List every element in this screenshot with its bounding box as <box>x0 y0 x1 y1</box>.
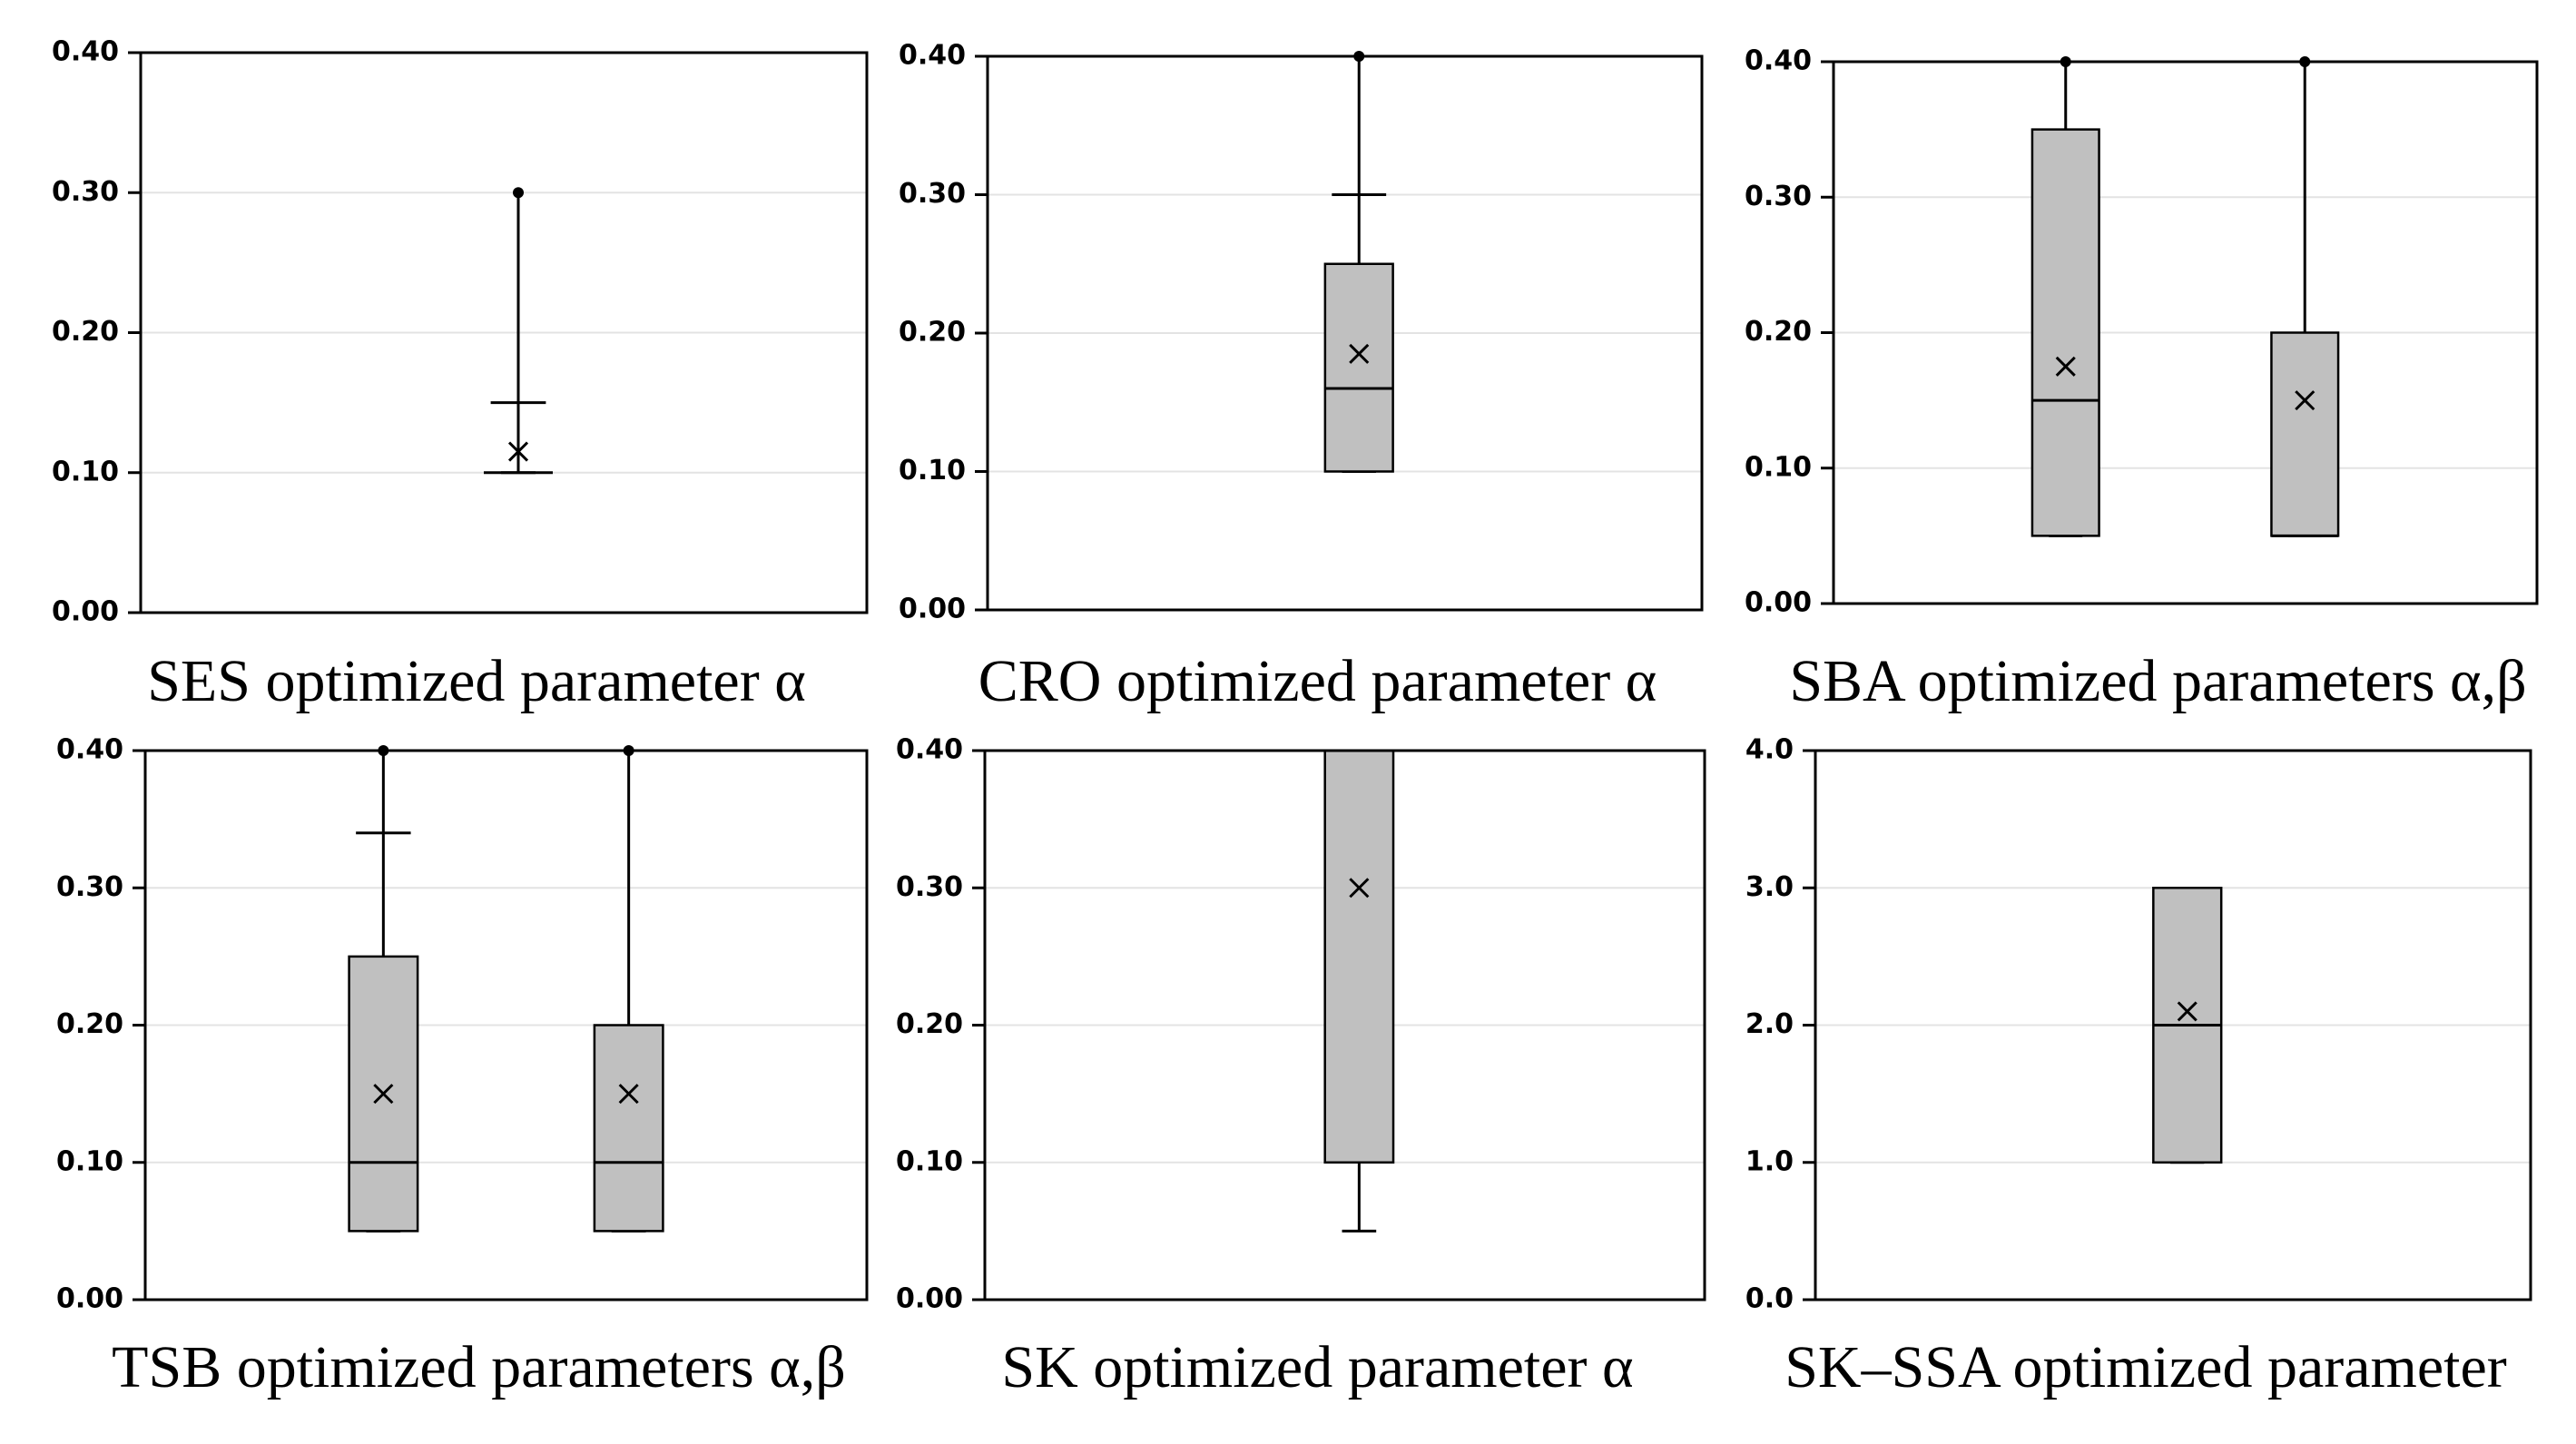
mean-marker <box>1349 878 1370 899</box>
y-tick-label: 0.20 <box>899 317 966 349</box>
max-point <box>1353 51 1365 62</box>
mean-marker <box>2055 356 2076 377</box>
y-tick-label: 0.00 <box>896 1283 963 1315</box>
y-tick-label: 0.40 <box>1745 45 1812 77</box>
box-plot <box>2030 56 2100 537</box>
mean-marker <box>618 1084 639 1105</box>
y-tick-label: 0.30 <box>56 871 123 903</box>
box-plot <box>593 745 664 1233</box>
box <box>593 1024 664 1233</box>
y-tick-label: 0.00 <box>56 1283 123 1315</box>
mean-marker <box>2177 1001 2197 1022</box>
box-plot <box>1323 749 1395 1233</box>
box <box>2270 331 2340 537</box>
max-point <box>513 187 524 199</box>
box-plot <box>1323 51 1394 473</box>
y-tick-label: 0.10 <box>56 1145 123 1177</box>
max-point <box>2299 56 2311 67</box>
mean-marker <box>1349 343 1370 364</box>
y-tick-label: 0.40 <box>899 40 966 72</box>
y-tick-label: 1.0 <box>1745 1145 1794 1177</box>
y-tick-label: 0.10 <box>1745 451 1812 483</box>
y-tick-label: 0.30 <box>896 871 963 903</box>
mean-marker <box>507 441 529 462</box>
y-tick-label: 0.00 <box>52 596 119 628</box>
plot-frame <box>143 749 869 1302</box>
y-tick-label: 0.30 <box>899 178 966 210</box>
chart-caption: CRO optimized parameter α <box>978 648 1657 714</box>
mean-stroke <box>2295 390 2315 411</box>
plot-frame <box>986 54 1704 612</box>
mean-stroke <box>2055 356 2076 377</box>
y-tick-label: 0.40 <box>52 36 119 68</box>
mean-stroke <box>2177 1001 2197 1022</box>
y-tick-label: 0.20 <box>896 1008 963 1040</box>
mean-stroke <box>373 1084 394 1105</box>
mean-stroke <box>507 441 529 462</box>
chart-caption: SBA optimized parameters α,β <box>1789 648 2526 714</box>
box <box>1323 262 1394 473</box>
y-tick-label: 4.0 <box>1745 734 1794 766</box>
y-tick-label: 0.10 <box>52 456 119 487</box>
max-point <box>2060 56 2071 67</box>
y-tick-label: 2.0 <box>1745 1008 1794 1040</box>
box-plot <box>348 745 419 1233</box>
box-plot <box>2152 887 2223 1164</box>
plot-frame <box>1832 60 2539 605</box>
max-point <box>378 745 389 756</box>
chart-caption: SK–SSA optimized parameter <box>1785 1334 2507 1400</box>
mean-stroke <box>618 1084 639 1105</box>
box <box>2030 128 2100 537</box>
y-tick-label: 0.30 <box>1745 181 1812 212</box>
mean-marker <box>2295 390 2315 411</box>
box <box>1323 749 1395 1164</box>
y-tick-label: 0.0 <box>1745 1283 1794 1315</box>
plot-frame <box>139 51 869 614</box>
max-point <box>623 745 634 756</box>
mean-marker <box>373 1084 394 1105</box>
y-tick-label: 0.00 <box>1745 587 1812 619</box>
y-tick-label: 0.20 <box>56 1008 123 1040</box>
chart-caption: SK optimized parameter α <box>1001 1334 1633 1400</box>
chart-caption: TSB optimized parameters α,β <box>112 1334 846 1400</box>
y-tick-label: 0.20 <box>1745 316 1812 348</box>
y-tick-label: 0.20 <box>52 316 119 348</box>
mean-stroke <box>1349 878 1370 899</box>
y-tick-label: 0.40 <box>896 734 963 766</box>
y-tick-label: 0.10 <box>899 455 966 486</box>
y-tick-label: 0.30 <box>52 176 119 208</box>
box-plot <box>2270 56 2340 537</box>
y-tick-label: 3.0 <box>1745 871 1794 903</box>
y-tick-label: 0.00 <box>899 594 966 625</box>
plot-frame <box>1814 749 2532 1302</box>
mean-stroke <box>1349 343 1370 364</box>
box-plot <box>484 187 553 475</box>
y-tick-label: 0.40 <box>56 734 123 766</box>
y-tick-label: 0.10 <box>896 1145 963 1177</box>
chart-caption: SES optimized parameter α <box>147 648 806 714</box>
